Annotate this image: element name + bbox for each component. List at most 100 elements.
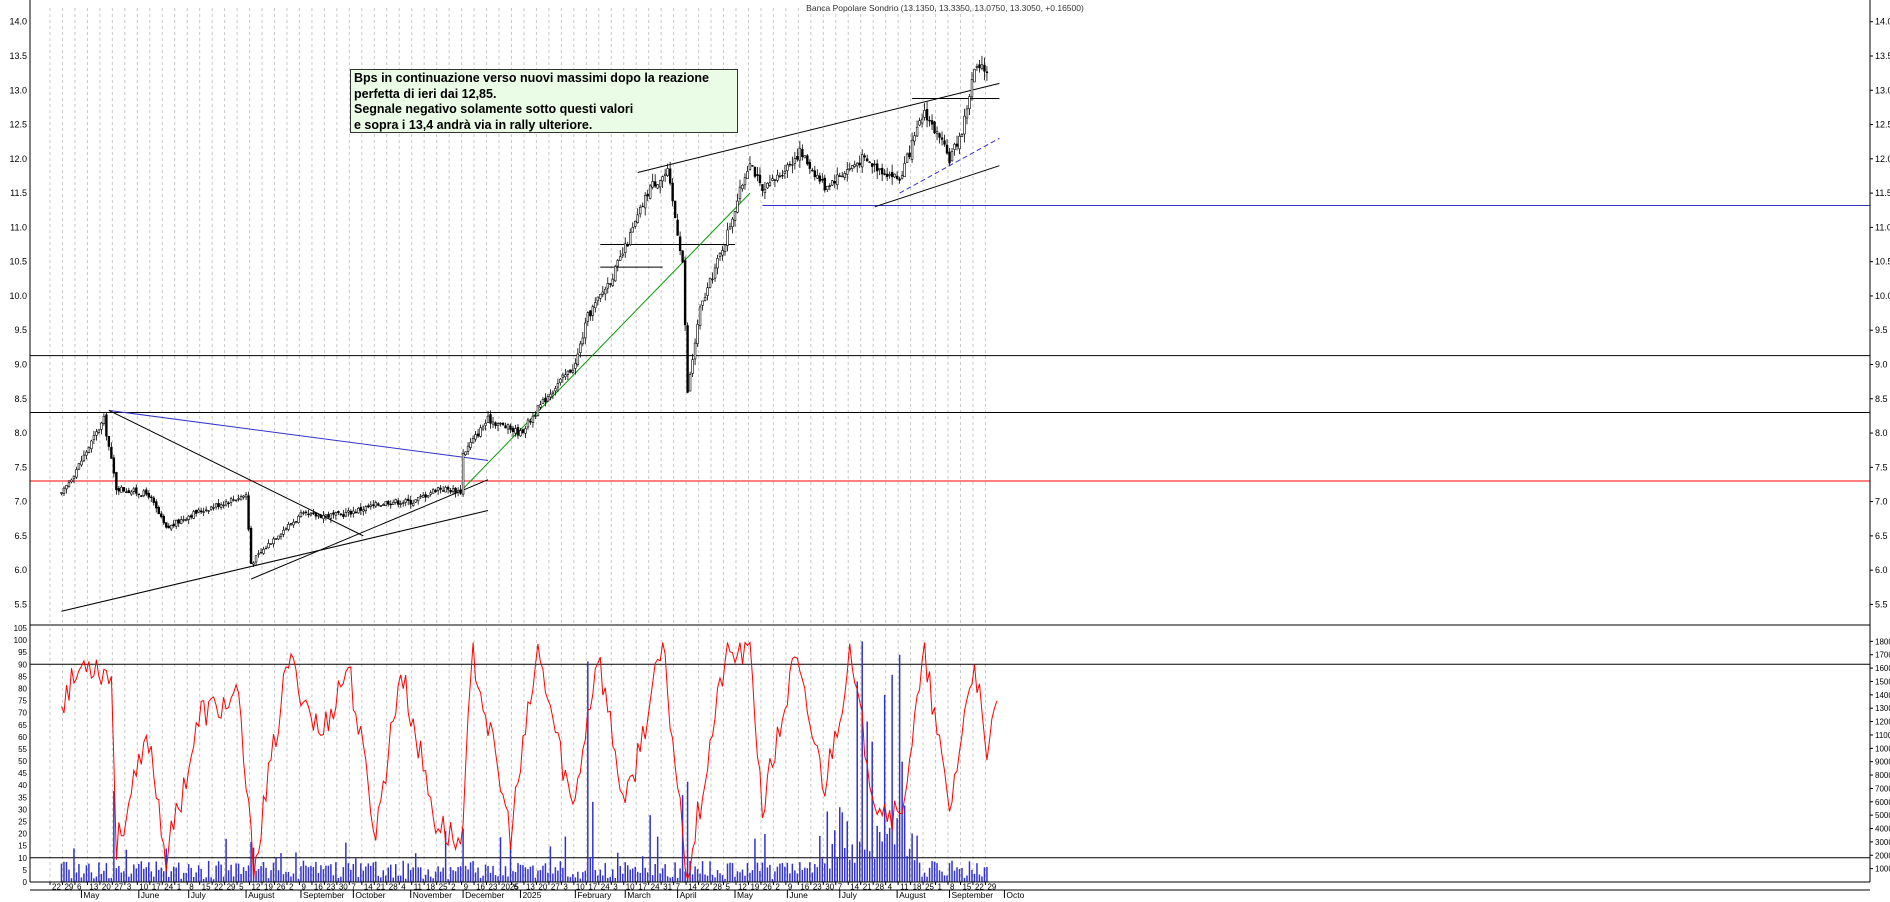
x-day-label: 12 [252, 883, 261, 892]
candle-body [928, 119, 931, 122]
candle-body [441, 490, 445, 492]
x-day-label: 11 [900, 883, 909, 892]
candle-body [277, 535, 280, 540]
oscillator-tick-label: 65 [18, 721, 27, 730]
volume-bar [609, 876, 612, 882]
oscillator-tick-label: 50 [18, 757, 27, 766]
candle-body [728, 226, 732, 230]
candle-body [377, 503, 380, 506]
candle-body [160, 513, 163, 518]
x-day-label: 4 [888, 883, 893, 892]
candle-body [843, 173, 846, 178]
candle-body [224, 501, 228, 506]
candle-body [873, 163, 876, 166]
volume-bar [572, 874, 574, 882]
x-day-label: 7 [351, 883, 356, 892]
volume-bar [654, 863, 656, 882]
candle-body [431, 489, 435, 494]
x-day-label: 11 [414, 883, 423, 892]
candle-body [651, 181, 654, 188]
candle-body [142, 490, 145, 497]
candle-body [204, 509, 208, 511]
candle-body [100, 422, 103, 430]
candle-body [883, 173, 886, 176]
volume-bar [739, 872, 741, 882]
y-tick-label-left: 11.5 [10, 188, 27, 198]
candle-body [125, 491, 128, 493]
volume-bar [402, 860, 404, 882]
volume-bar [928, 867, 931, 882]
x-day-label: 5 [726, 883, 731, 892]
candle-body [287, 524, 290, 530]
volume-bar [801, 869, 804, 882]
volume-bar [148, 862, 150, 882]
oscillator-tick-label: 20 [18, 830, 27, 839]
candle-body [756, 174, 759, 176]
volume-bar [404, 878, 407, 882]
volume-bar [829, 868, 831, 882]
candle-body [67, 482, 71, 487]
candle-body [354, 511, 358, 514]
note-line: e sopra i 13,4 andrà via in rally ulteri… [354, 117, 593, 132]
candle-body [202, 511, 205, 513]
volume-bar [439, 871, 442, 882]
candle-body [262, 548, 265, 554]
volume-bar [315, 861, 317, 882]
candle-body [686, 325, 689, 393]
x-day-label: 12 [738, 883, 747, 892]
y-tick-label: 12.5 [1875, 120, 1890, 130]
candle-body [481, 426, 485, 430]
candle-body [781, 175, 784, 177]
volume-bar [741, 869, 744, 882]
trendline [460, 192, 751, 492]
candle-body [185, 519, 188, 521]
candle-body [594, 302, 597, 309]
candle-body [539, 404, 542, 408]
candle-body [85, 451, 88, 456]
volume-bar [684, 871, 686, 882]
candle-body [419, 495, 422, 498]
candle-body [945, 144, 949, 154]
volume-bar [696, 869, 699, 882]
candle-body [681, 250, 684, 263]
candle-body [476, 433, 480, 437]
volume-tick-label: 18000 [1875, 637, 1890, 646]
candle-body [918, 120, 921, 126]
volume-bar [459, 866, 462, 882]
volume-bar [981, 876, 983, 882]
candle-body [589, 310, 592, 317]
x-day-label: 14 [364, 883, 373, 892]
x-day-label: 21 [376, 883, 385, 892]
candle-body [486, 415, 490, 423]
volume-bar [207, 860, 210, 882]
candle-body [347, 510, 350, 513]
volume-bar [487, 866, 489, 882]
volume-bar [282, 874, 285, 882]
volume-bar [946, 875, 948, 882]
x-day-label: 25 [925, 883, 934, 892]
candle-body [219, 504, 223, 508]
volume-bar [784, 866, 786, 882]
x-day-label: 9 [301, 883, 306, 892]
volume-bar [225, 838, 227, 882]
y-tick-label: 10.5 [1875, 257, 1890, 267]
candle-body [604, 288, 607, 295]
volume-bar [195, 872, 197, 882]
candle-body [367, 505, 370, 508]
volume-bar [457, 867, 459, 882]
volume-bar [245, 870, 247, 882]
volume-tick-label: 10000 [1875, 744, 1890, 753]
candle-body [384, 501, 387, 506]
candle-body [254, 555, 258, 563]
volume-bar [681, 795, 684, 882]
volume-bars [60, 641, 988, 882]
candle-body [352, 510, 355, 514]
volume-bar [88, 863, 90, 882]
volume-bar [165, 848, 167, 882]
volume-bar [612, 869, 614, 882]
candle-body [856, 162, 859, 167]
candle-body [875, 163, 879, 172]
volume-bar [222, 876, 225, 882]
volume-bar [235, 863, 237, 882]
volume-bar [265, 867, 267, 882]
